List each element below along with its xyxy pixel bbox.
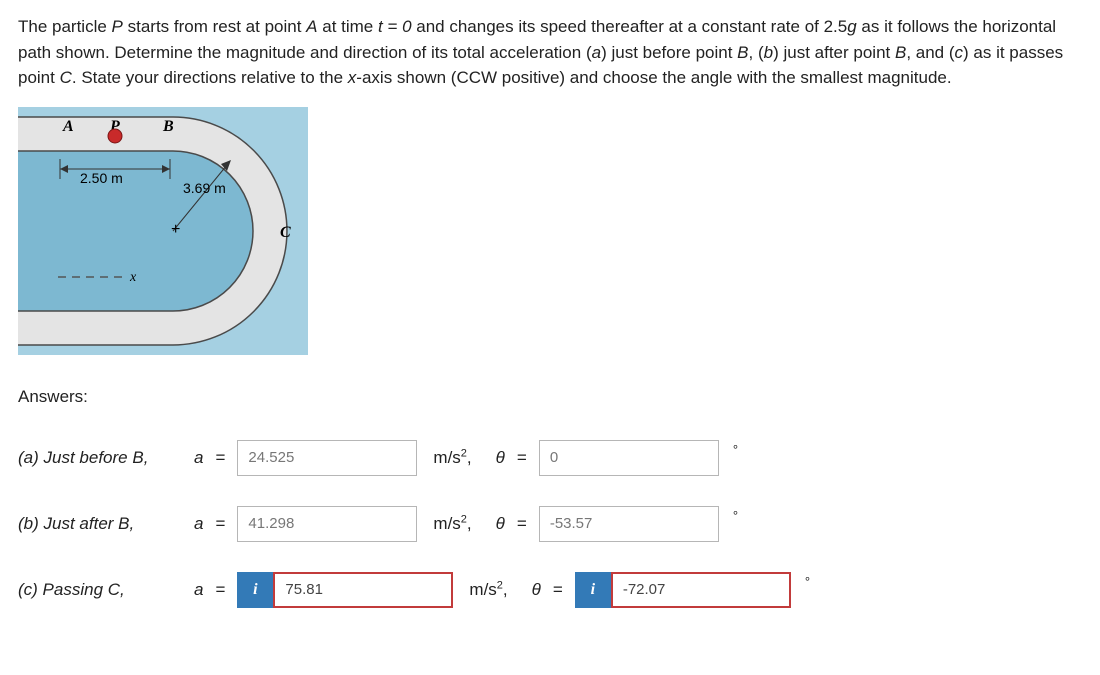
info-icon: i <box>237 572 273 608</box>
answer-row-b: (b) Just after B,a=m/s2,θ=° <box>18 506 1082 542</box>
input-a[interactable] <box>237 440 417 476</box>
svg-text:x: x <box>129 270 137 285</box>
svg-text:+: + <box>171 221 180 238</box>
var-a: a <box>194 445 203 471</box>
unit-degree: ° <box>733 440 738 460</box>
input-theta[interactable] <box>539 440 719 476</box>
var-a: a <box>194 511 203 537</box>
svg-text:A: A <box>62 118 74 135</box>
svg-text:2.50 m: 2.50 m <box>80 170 123 186</box>
answer-row-a: (a) Just before B,a=m/s2,θ=° <box>18 440 1082 476</box>
svg-text:C: C <box>280 224 291 241</box>
svg-text:B: B <box>162 118 174 135</box>
unit-a: m/s2, <box>433 511 471 537</box>
answer-row-c: (c) Passing C,a=im/s2,θ=i° <box>18 572 1082 608</box>
part-label: (a) Just before B, <box>18 445 188 471</box>
answers-heading: Answers: <box>18 384 1082 410</box>
unit-a: m/s2, <box>469 577 507 603</box>
track-diagram: APB2.50 m+3.69 mCx <box>18 107 1082 363</box>
part-label: (b) Just after B, <box>18 511 188 537</box>
unit-degree: ° <box>805 572 810 592</box>
var-theta: θ <box>532 577 541 603</box>
unit-a: m/s2, <box>433 445 471 471</box>
input-theta[interactable] <box>611 572 791 608</box>
input-theta[interactable] <box>539 506 719 542</box>
input-a[interactable] <box>237 506 417 542</box>
var-theta: θ <box>496 511 505 537</box>
unit-degree: ° <box>733 506 738 526</box>
svg-text:3.69 m: 3.69 m <box>183 180 226 196</box>
problem-statement: The particle P starts from rest at point… <box>18 14 1082 91</box>
var-a: a <box>194 577 203 603</box>
part-label: (c) Passing C, <box>18 577 188 603</box>
input-a[interactable] <box>273 572 453 608</box>
info-icon: i <box>575 572 611 608</box>
var-theta: θ <box>496 445 505 471</box>
